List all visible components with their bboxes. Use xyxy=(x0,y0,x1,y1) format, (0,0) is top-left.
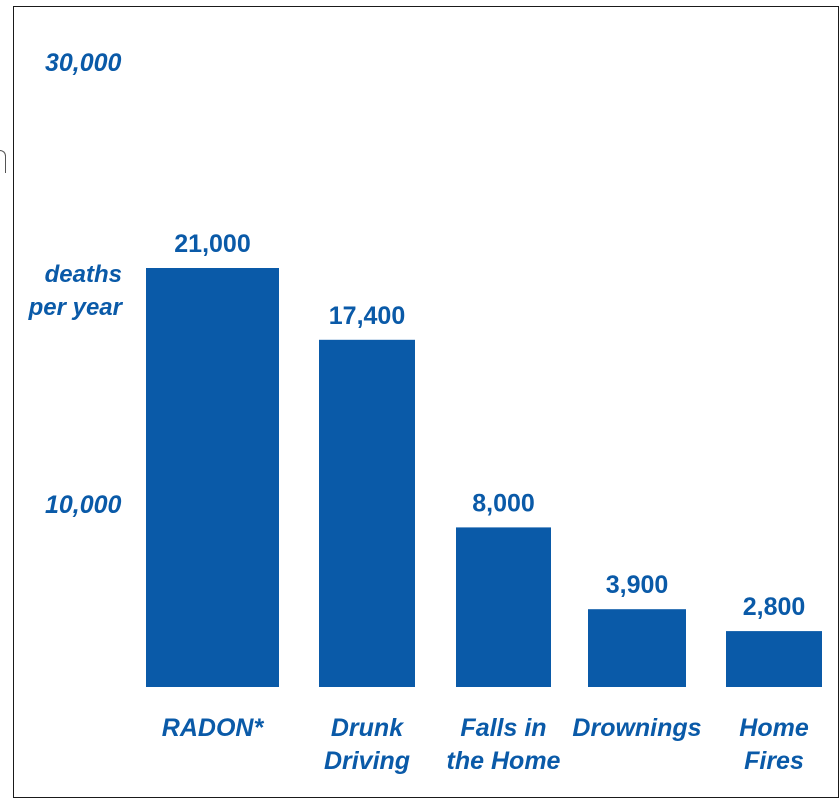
category-label: Fires xyxy=(744,747,804,775)
y-axis-label: deaths per year xyxy=(28,261,124,321)
page-edge-mark xyxy=(0,150,6,173)
bar xyxy=(319,339,415,687)
bar xyxy=(588,609,686,687)
y-axis-label-line: deaths xyxy=(45,261,122,288)
y-axis-ticks: 10,000 30,000 xyxy=(45,49,122,519)
y-axis-label-line: per year xyxy=(28,294,124,321)
category-label: Drownings xyxy=(572,714,701,742)
category-label: RADON* xyxy=(162,714,265,742)
value-labels: 21,000 17,400 8,000 3,900 2,800 xyxy=(174,230,805,621)
category-labels: RADON* Drunk Driving Falls in the Home Drowni… xyxy=(162,714,809,775)
category-label: Home xyxy=(739,714,809,742)
bar-value-label: 8,000 xyxy=(472,489,535,517)
bar-value-label: 2,800 xyxy=(743,593,806,621)
category-label: Drunk xyxy=(331,714,404,742)
category-label: Driving xyxy=(324,747,410,775)
y-tick-label: 10,000 xyxy=(45,491,122,519)
bar xyxy=(146,268,279,687)
bar-value-label: 3,900 xyxy=(606,571,669,599)
bar-value-label: 17,400 xyxy=(329,302,405,330)
bar xyxy=(726,631,822,687)
category-label: Falls in xyxy=(460,714,546,742)
bar-value-label: 21,000 xyxy=(174,230,250,258)
bar xyxy=(456,527,551,687)
y-tick-label: 30,000 xyxy=(45,49,122,77)
category-label: the Home xyxy=(447,747,561,775)
bars xyxy=(146,268,822,687)
